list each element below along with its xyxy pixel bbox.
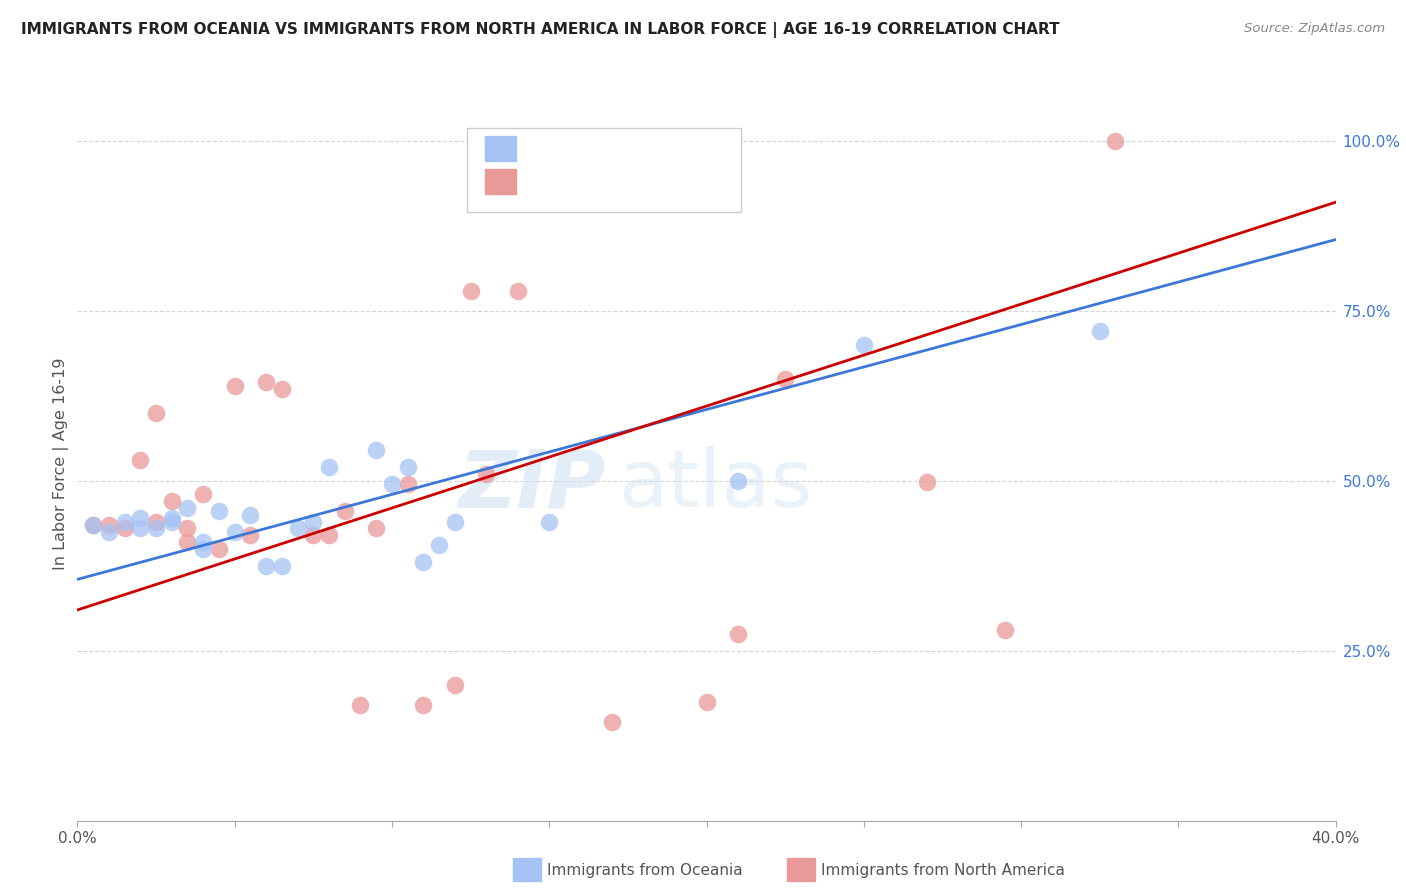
Point xyxy=(160,515,183,529)
Point xyxy=(1104,134,1126,148)
Point xyxy=(270,558,292,573)
Point xyxy=(318,528,340,542)
Point xyxy=(852,338,875,352)
Point xyxy=(1088,324,1111,338)
Text: R = 0.466   N = 33: R = 0.466 N = 33 xyxy=(527,177,685,194)
Point xyxy=(224,378,246,392)
Point xyxy=(773,372,796,386)
Point xyxy=(97,518,120,533)
Point xyxy=(444,515,467,529)
Point xyxy=(538,515,561,529)
Point xyxy=(145,515,167,529)
Point xyxy=(270,382,292,396)
Point xyxy=(696,695,718,709)
Point xyxy=(318,460,340,475)
Point xyxy=(191,487,215,501)
Point xyxy=(160,511,183,525)
Point xyxy=(349,698,371,712)
Point xyxy=(475,467,498,481)
Point xyxy=(302,515,325,529)
Point xyxy=(82,518,104,533)
Point xyxy=(444,678,467,692)
Point xyxy=(506,284,529,298)
Point xyxy=(224,524,246,539)
Point xyxy=(114,521,136,535)
Point xyxy=(366,443,388,458)
Point xyxy=(460,284,482,298)
Point xyxy=(254,376,277,390)
Text: Immigrants from Oceania: Immigrants from Oceania xyxy=(547,863,742,879)
Point xyxy=(333,504,356,518)
Text: atlas: atlas xyxy=(619,446,813,524)
Point xyxy=(239,508,262,522)
Point xyxy=(239,528,262,542)
Point xyxy=(129,511,152,525)
Point xyxy=(381,477,404,491)
Point xyxy=(366,521,388,535)
Point xyxy=(287,521,309,535)
Point xyxy=(994,624,1017,638)
Y-axis label: In Labor Force | Age 16-19: In Labor Force | Age 16-19 xyxy=(53,358,69,570)
Point xyxy=(396,460,419,475)
Point xyxy=(427,538,450,552)
Text: R = 0.450   N = 30: R = 0.450 N = 30 xyxy=(527,144,685,161)
Point xyxy=(396,477,419,491)
Point xyxy=(491,134,513,148)
Point xyxy=(114,515,136,529)
Point xyxy=(600,715,623,730)
Text: Immigrants from North America: Immigrants from North America xyxy=(821,863,1064,879)
Point xyxy=(82,518,104,533)
Point xyxy=(727,626,749,640)
Point xyxy=(160,494,183,508)
Text: IMMIGRANTS FROM OCEANIA VS IMMIGRANTS FROM NORTH AMERICA IN LABOR FORCE | AGE 16: IMMIGRANTS FROM OCEANIA VS IMMIGRANTS FR… xyxy=(21,22,1060,38)
Point xyxy=(727,474,749,488)
Point xyxy=(254,558,277,573)
Point xyxy=(176,501,198,516)
Point xyxy=(191,535,215,549)
Point xyxy=(145,406,167,420)
Text: ZIP: ZIP xyxy=(458,446,606,524)
Point xyxy=(302,528,325,542)
Point xyxy=(129,521,152,535)
Point xyxy=(129,453,152,467)
Point xyxy=(176,521,198,535)
Point xyxy=(208,541,231,556)
Point xyxy=(412,555,434,569)
Point xyxy=(208,504,231,518)
Point xyxy=(412,698,434,712)
Point xyxy=(97,524,120,539)
Point xyxy=(915,475,938,490)
Text: Source: ZipAtlas.com: Source: ZipAtlas.com xyxy=(1244,22,1385,36)
Point xyxy=(176,535,198,549)
Point xyxy=(145,521,167,535)
Point xyxy=(191,541,215,556)
